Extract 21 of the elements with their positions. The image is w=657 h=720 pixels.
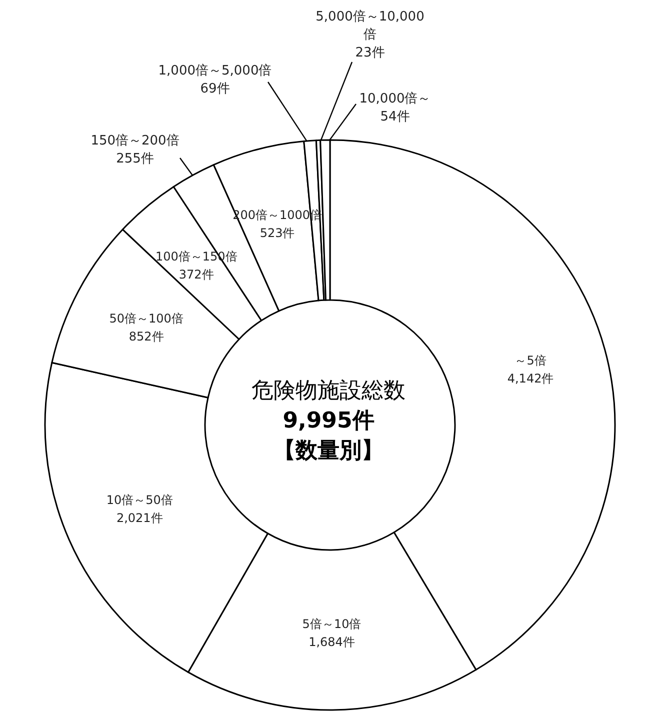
slice-label: 50倍～100倍 <box>109 311 184 326</box>
slice-label: ～5倍 <box>514 354 546 368</box>
data-label: 1,684件 <box>308 634 355 649</box>
data-label: 852件 <box>128 329 164 344</box>
text: 【数量別】 <box>274 438 384 464</box>
slice-label: 5,000倍～10,000倍 <box>316 10 424 42</box>
slice-label: 10倍～50倍 <box>106 492 173 507</box>
data-label: 255件 <box>116 152 154 166</box>
slice-label: 10,000倍～ <box>359 92 431 106</box>
slice-label: 5倍～10倍 <box>302 616 362 631</box>
data-label: 23件 <box>355 46 385 60</box>
data-label: 69件 <box>200 82 230 96</box>
slice-label: 150倍～200倍 <box>90 134 180 148</box>
slice-label: 1,000倍～5,000倍 <box>158 64 272 78</box>
data-label: 372件 <box>178 268 214 282</box>
data-label: 523件 <box>260 226 295 240</box>
data-label: 4,142件 <box>507 372 554 386</box>
data-label: 2,021件 <box>116 510 163 525</box>
data-label: 54件 <box>380 110 410 124</box>
text: 9,995件 <box>282 408 374 434</box>
text: 危険物施設総数 <box>252 378 406 404</box>
